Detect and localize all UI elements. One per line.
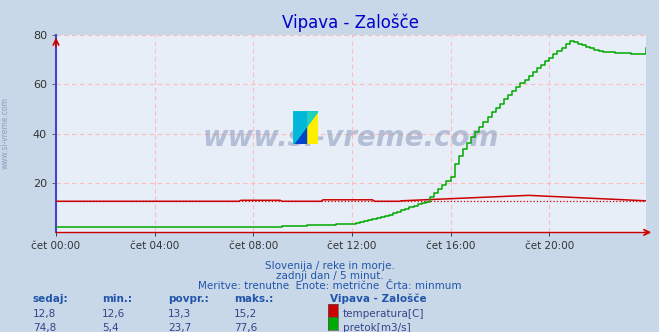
Text: temperatura[C]: temperatura[C] xyxy=(343,309,424,319)
Text: min.:: min.: xyxy=(102,294,132,304)
Text: 15,2: 15,2 xyxy=(234,309,257,319)
Text: Meritve: trenutne  Enote: metrične  Črta: minmum: Meritve: trenutne Enote: metrične Črta: … xyxy=(198,281,461,290)
Title: Vipava - Zalošče: Vipava - Zalošče xyxy=(283,13,419,32)
Polygon shape xyxy=(293,111,306,144)
Text: Slovenija / reke in morje.: Slovenija / reke in morje. xyxy=(264,261,395,271)
Text: sedaj:: sedaj: xyxy=(33,294,69,304)
Text: pretok[m3/s]: pretok[m3/s] xyxy=(343,323,411,332)
Text: 5,4: 5,4 xyxy=(102,323,119,332)
Polygon shape xyxy=(306,111,318,144)
Text: 23,7: 23,7 xyxy=(168,323,191,332)
Polygon shape xyxy=(293,111,318,144)
Text: 74,8: 74,8 xyxy=(33,323,56,332)
Text: 12,8: 12,8 xyxy=(33,309,56,319)
Text: 13,3: 13,3 xyxy=(168,309,191,319)
Text: zadnji dan / 5 minut.: zadnji dan / 5 minut. xyxy=(275,271,384,281)
Text: www.si-vreme.com: www.si-vreme.com xyxy=(1,97,10,169)
Text: maks.:: maks.: xyxy=(234,294,273,304)
Text: 77,6: 77,6 xyxy=(234,323,257,332)
Text: 12,6: 12,6 xyxy=(102,309,125,319)
Text: povpr.:: povpr.: xyxy=(168,294,209,304)
Text: www.si-vreme.com: www.si-vreme.com xyxy=(203,124,499,152)
Text: Vipava - Zalošče: Vipava - Zalošče xyxy=(330,294,426,304)
